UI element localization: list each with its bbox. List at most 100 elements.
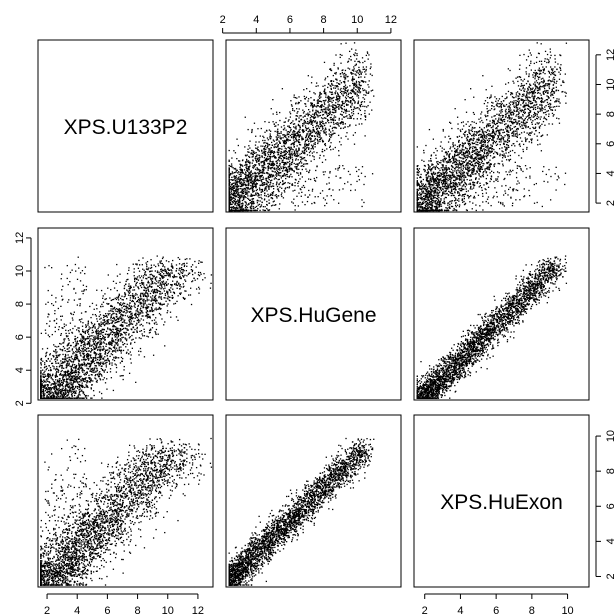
data-point	[279, 111, 281, 114]
data-point	[354, 102, 356, 104]
data-point	[249, 176, 251, 178]
data-point	[275, 157, 277, 159]
data-point	[447, 141, 450, 143]
data-point	[282, 141, 285, 144]
data-point	[354, 60, 356, 62]
data-point	[247, 148, 249, 150]
data-point	[563, 81, 565, 84]
data-point	[280, 167, 283, 170]
data-point	[505, 149, 507, 152]
data-point	[356, 54, 358, 57]
data-point	[329, 91, 331, 93]
data-point	[507, 127, 509, 129]
data-point	[455, 177, 457, 180]
data-point	[291, 151, 293, 153]
data-point	[359, 81, 361, 84]
data-point	[296, 115, 299, 117]
data-point	[288, 156, 290, 158]
data-point	[532, 83, 535, 85]
data-point	[298, 147, 300, 149]
data-point	[455, 209, 457, 211]
data-point	[309, 134, 311, 136]
data-point	[280, 138, 282, 140]
data-point	[445, 207, 447, 209]
data-point	[359, 87, 361, 89]
data-point	[358, 73, 361, 76]
data-point	[334, 111, 336, 114]
data-point	[523, 195, 526, 197]
data-point	[355, 49, 357, 51]
data-point	[526, 93, 528, 96]
data-point	[475, 158, 478, 161]
data-point	[436, 177, 438, 179]
data-point	[516, 140, 518, 143]
data-point	[352, 69, 354, 71]
data-point	[269, 153, 272, 156]
data-point	[461, 157, 463, 159]
data-point	[277, 124, 279, 126]
data-point	[360, 80, 363, 82]
data-point	[289, 130, 292, 132]
data-point	[302, 129, 304, 132]
data-point	[302, 158, 304, 160]
data-point	[263, 161, 265, 164]
data-point	[280, 126, 283, 128]
data-point	[270, 185, 272, 188]
data-point	[470, 157, 472, 159]
data-point	[519, 133, 521, 136]
data-point	[271, 179, 273, 181]
data-point	[240, 197, 242, 199]
data-point	[456, 176, 458, 179]
data-point	[311, 131, 313, 134]
data-point	[264, 131, 266, 133]
data-point	[228, 180, 230, 183]
data-point	[270, 205, 273, 207]
panel-frame-r0-c2	[413, 39, 590, 213]
data-point	[464, 152, 467, 154]
data-point	[311, 102, 313, 104]
data-point	[330, 105, 332, 107]
data-point	[358, 69, 360, 71]
data-point	[518, 165, 520, 167]
data-point	[465, 130, 467, 132]
data-point	[252, 190, 254, 192]
data-point	[235, 200, 238, 202]
data-point	[525, 67, 528, 69]
data-point	[246, 174, 249, 177]
data-point	[305, 126, 307, 129]
data-point	[295, 125, 297, 127]
data-point	[469, 144, 472, 146]
data-point	[255, 141, 257, 143]
data-point	[560, 69, 562, 71]
data-point	[326, 115, 329, 117]
data-point	[525, 102, 527, 104]
data-point	[508, 125, 510, 127]
data-point	[538, 87, 540, 89]
data-point	[319, 111, 322, 114]
data-point	[238, 195, 241, 197]
data-point	[228, 202, 230, 205]
data-point	[312, 105, 314, 108]
data-point	[553, 114, 555, 116]
data-point	[263, 198, 266, 200]
data-point	[228, 201, 230, 204]
data-point	[289, 167, 291, 169]
data-point	[315, 131, 318, 133]
data-point	[309, 111, 311, 113]
data-point	[298, 141, 301, 144]
data-point	[235, 170, 237, 172]
data-point	[555, 82, 557, 84]
data-point	[318, 157, 321, 159]
data-point	[266, 130, 268, 132]
data-point	[471, 172, 473, 174]
data-point	[417, 182, 419, 184]
data-point	[315, 126, 317, 128]
data-point	[543, 116, 546, 118]
data-point	[306, 154, 309, 156]
data-point	[517, 116, 519, 118]
data-point	[529, 111, 532, 113]
data-point	[470, 146, 472, 148]
data-point	[232, 179, 234, 181]
data-point	[242, 188, 244, 190]
data-point	[458, 144, 461, 146]
